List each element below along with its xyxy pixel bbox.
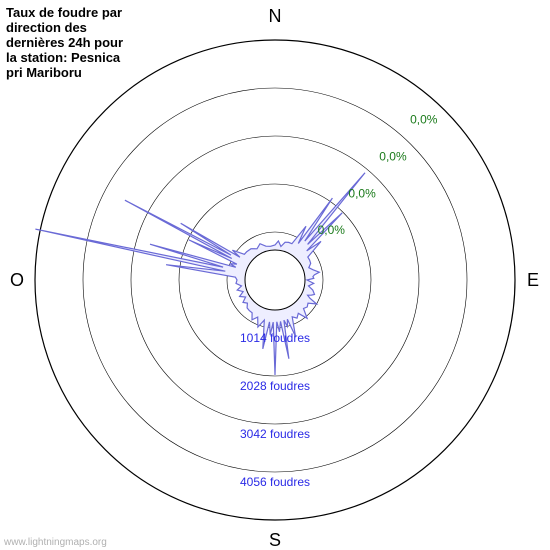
pct-label: 0,0% bbox=[410, 113, 438, 127]
pct-label: 0,0% bbox=[348, 186, 376, 200]
pct-label: 0,0% bbox=[318, 223, 346, 237]
polar-chart-container: { "title": "Taux de foudre par direction… bbox=[0, 0, 550, 550]
polar-chart-svg: 1014 foudres 2028 foudres 3042 foudres 4056… bbox=[0, 0, 550, 550]
pct-label: 0,0% bbox=[379, 149, 407, 163]
direction-label-S: S bbox=[269, 530, 281, 550]
direction-label-O: O bbox=[10, 270, 24, 290]
ring-label: 1014 foudres bbox=[240, 331, 310, 345]
ring-label: 3042 foudres bbox=[240, 427, 310, 441]
ring-label: 4056 foudres bbox=[240, 475, 310, 489]
ring-label: 2028 foudres bbox=[240, 379, 310, 393]
direction-label-N: N bbox=[269, 6, 282, 26]
direction-label-E: E bbox=[527, 270, 539, 290]
